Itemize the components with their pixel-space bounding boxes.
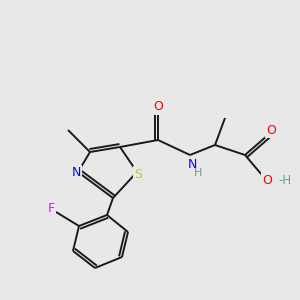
Text: F: F: [47, 202, 55, 214]
Text: N: N: [71, 167, 81, 179]
Text: -H: -H: [278, 173, 291, 187]
Text: O: O: [262, 173, 272, 187]
Text: N: N: [187, 158, 197, 172]
Text: S: S: [134, 167, 142, 181]
Text: O: O: [266, 124, 276, 136]
Text: H: H: [194, 168, 202, 178]
Text: O: O: [153, 100, 163, 113]
